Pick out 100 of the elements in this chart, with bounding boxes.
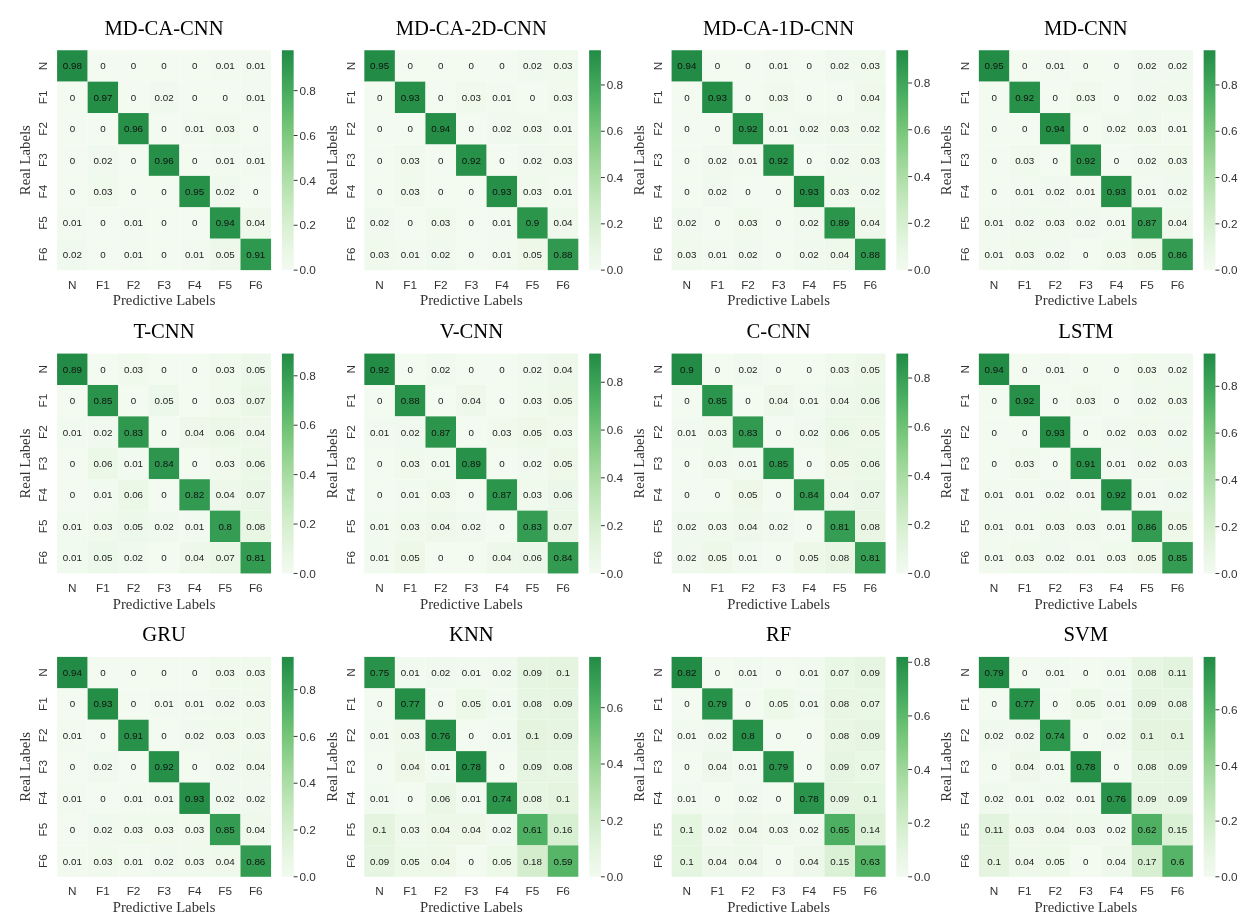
color-bar-label: 0.2 xyxy=(1221,519,1238,533)
data-label: 0 xyxy=(775,792,782,804)
y-tick-label: N xyxy=(343,61,357,71)
color-bar-label: 0.8 xyxy=(1221,78,1239,92)
data-label: 0.05 xyxy=(461,698,482,710)
data-label: 0.03 xyxy=(246,698,266,710)
data-label: 0.86 xyxy=(1137,520,1158,532)
data-label: 0.96 xyxy=(123,123,144,135)
y-axis-title: Real Labels xyxy=(323,428,340,499)
data-label: 0.04 xyxy=(553,363,574,375)
x-tick-label: F6 xyxy=(556,884,571,898)
data-label: 0.93 xyxy=(492,186,512,198)
data-label: 0.03 xyxy=(461,91,482,103)
data-label: 0.01 xyxy=(400,248,420,260)
data-label: 0.04 xyxy=(830,489,850,501)
x-tick-label: N xyxy=(375,884,384,898)
data-label: 0.01 xyxy=(492,698,512,710)
data-label: 0.01 xyxy=(707,248,727,260)
data-label: 0.92 xyxy=(1015,91,1035,103)
x-tick-label: F5 xyxy=(525,884,540,898)
data-label: 0.02 xyxy=(1045,186,1065,198)
color-bar-label: 0.2 xyxy=(914,517,931,531)
data-label: 0.92 xyxy=(370,363,390,375)
data-label: 0.94 xyxy=(62,667,83,679)
y-tick-label: F4 xyxy=(958,790,972,806)
color-bar-label: 0.6 xyxy=(1221,124,1239,138)
data-label: 0 xyxy=(376,154,383,166)
data-label: 0.01 xyxy=(738,154,758,166)
data-label: 0.02 xyxy=(1137,154,1157,166)
chart-title: KNN xyxy=(449,623,494,646)
color-bar-label: 0.4 xyxy=(1221,473,1239,487)
data-label: 0.01 xyxy=(123,248,144,260)
y-axis-title: Real Labels xyxy=(323,124,340,196)
data-label: 0 xyxy=(69,91,76,103)
x-tick-label: F5 xyxy=(832,581,848,595)
x-tick-label: F6 xyxy=(556,277,571,291)
data-label: 0.03 xyxy=(707,426,728,438)
data-label: 0 xyxy=(253,186,260,198)
y-tick-label: F5 xyxy=(343,822,357,837)
data-label: 0 xyxy=(161,363,168,375)
data-label: 0.03 xyxy=(1076,91,1096,103)
x-tick-label: F5 xyxy=(832,277,848,291)
data-label: 0.65 xyxy=(830,824,850,836)
data-label: 0.05 xyxy=(123,520,144,532)
x-tick-label: N xyxy=(68,277,77,291)
data-label: 0.02 xyxy=(830,60,850,72)
data-label: 0.09 xyxy=(522,761,543,773)
color-bar-label: 0.2 xyxy=(299,517,316,531)
data-label: 0.04 xyxy=(492,552,512,564)
data-label: 0 xyxy=(775,363,782,375)
data-label: 0 xyxy=(714,792,721,804)
data-label: 0 xyxy=(1083,855,1090,867)
data-label: 0.76 xyxy=(1106,792,1127,804)
x-tick-label: F2 xyxy=(1048,581,1063,595)
color-bar-label: 0.0 xyxy=(606,869,624,883)
y-tick-label: F6 xyxy=(36,853,50,868)
data-label: 0.03 xyxy=(215,395,236,407)
data-label: 0.06 xyxy=(553,489,574,501)
data-label: 0.92 xyxy=(154,761,174,773)
data-label: 0.02 xyxy=(1168,60,1188,72)
data-label: 0.01 xyxy=(62,552,82,564)
data-label: 0.03 xyxy=(860,154,881,166)
data-label: 0.01 xyxy=(1137,186,1157,198)
data-label: 0.04 xyxy=(1015,761,1035,773)
data-label: 0.05 xyxy=(1137,552,1158,564)
color-bar-label: 0.6 xyxy=(914,122,931,136)
data-label: 0 xyxy=(991,395,998,407)
data-label: 0 xyxy=(837,91,844,103)
data-label: 0.02 xyxy=(1168,426,1188,438)
y-tick-label: F4 xyxy=(958,184,972,199)
data-label: 0 xyxy=(468,248,475,260)
x-tick-label: F3 xyxy=(157,581,172,595)
data-label: 0.03 xyxy=(707,457,728,469)
y-tick-label: F5 xyxy=(36,822,50,837)
data-label: 0.03 xyxy=(1168,154,1188,166)
data-label: 0.92 xyxy=(1076,154,1096,166)
data-label: 0.02 xyxy=(1045,792,1065,804)
data-label: 0.11 xyxy=(984,824,1004,836)
data-label: 0.92 xyxy=(1106,489,1126,501)
data-label: 0.04 xyxy=(738,855,759,867)
data-label: 0.08 xyxy=(1168,698,1188,710)
data-label: 0.1 xyxy=(556,667,570,679)
data-label: 0.01 xyxy=(738,761,758,773)
data-label: 0.03 xyxy=(707,520,728,532)
data-label: 0.9 xyxy=(680,363,694,375)
x-tick-label: F2 xyxy=(433,277,448,291)
data-label: 0.03 xyxy=(677,248,697,260)
data-label: 0.01 xyxy=(62,792,82,804)
x-tick-label: N xyxy=(375,277,384,291)
data-label: 0.03 xyxy=(769,824,789,836)
data-label: 0 xyxy=(161,729,168,741)
x-tick-label: F3 xyxy=(464,581,479,595)
data-label: 0.8 xyxy=(218,520,233,532)
data-label: 0.04 xyxy=(431,520,451,532)
x-tick-label: F1 xyxy=(96,581,110,595)
data-label: 0.09 xyxy=(860,729,880,741)
data-label: 0.86 xyxy=(246,855,266,867)
data-label: 0.88 xyxy=(553,248,574,260)
color-bar-label: 0.0 xyxy=(299,566,317,580)
data-label: 0 xyxy=(745,186,752,198)
